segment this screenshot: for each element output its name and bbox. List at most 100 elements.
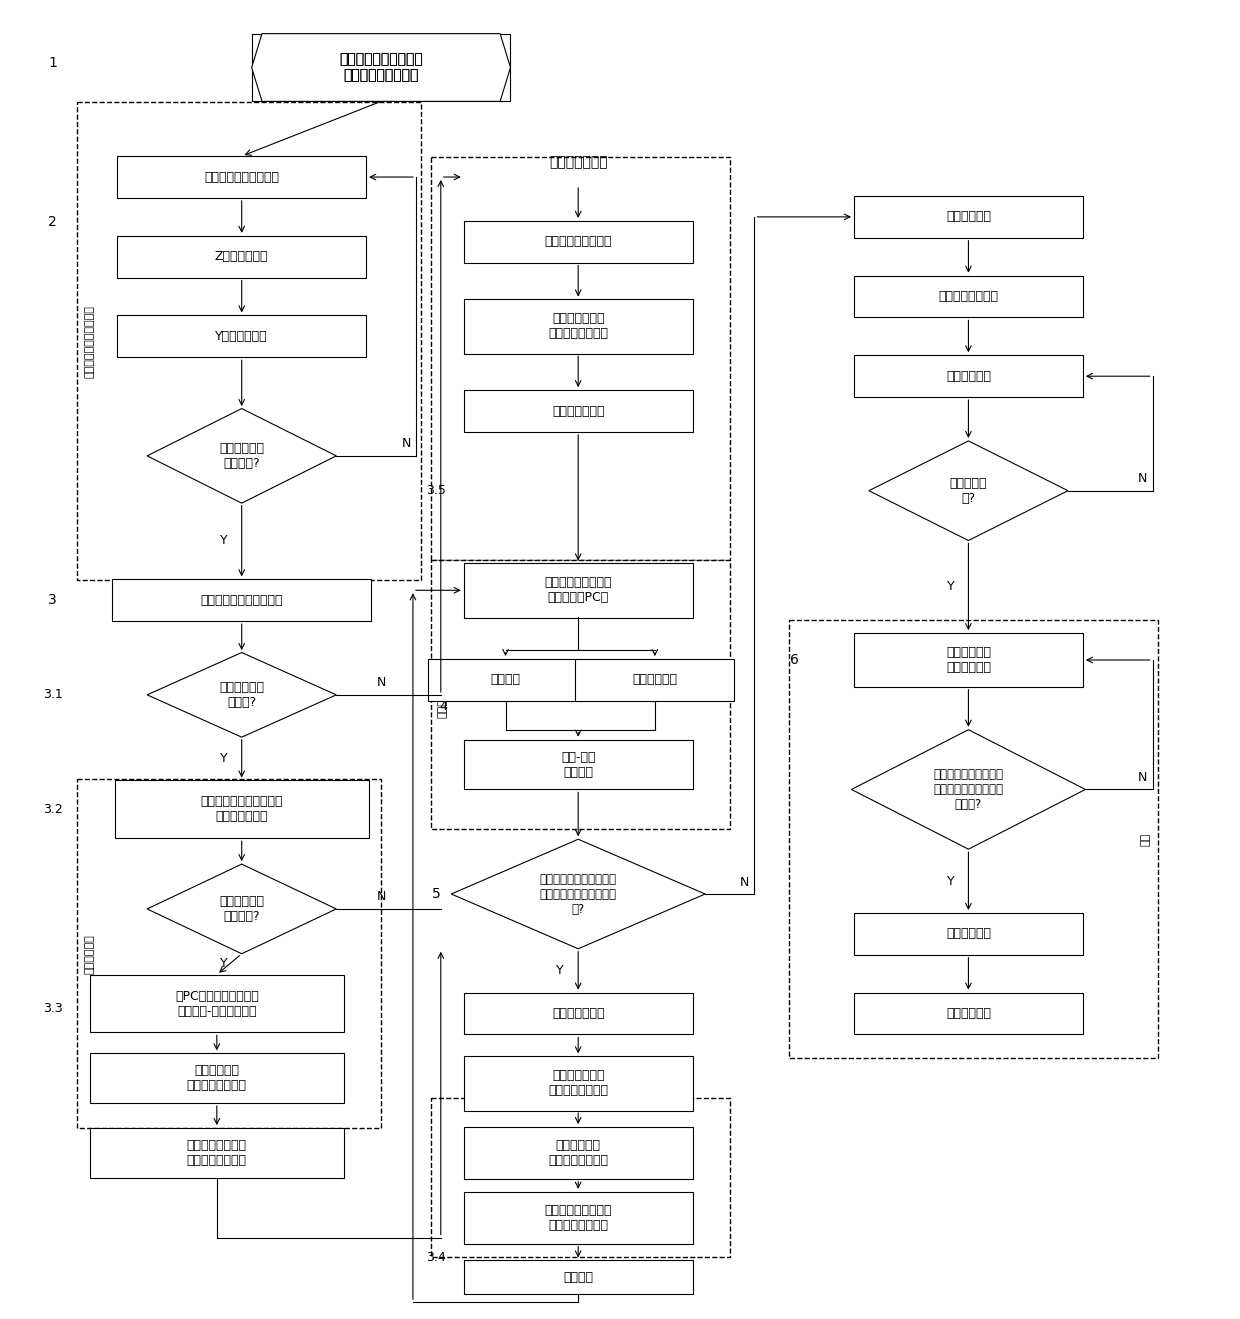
- Polygon shape: [852, 729, 1085, 849]
- Text: 高速摄像机启动
捕捉分离过程图像: 高速摄像机启动 捕捉分离过程图像: [548, 1070, 608, 1097]
- FancyBboxPatch shape: [854, 276, 1083, 318]
- Text: 开始机械式分离: 开始机械式分离: [552, 1006, 604, 1020]
- Text: 接通电磁式分离接口: 接通电磁式分离接口: [544, 235, 611, 248]
- Text: 最终结果显示: 最终结果显示: [946, 369, 991, 383]
- Text: 复位: 复位: [1141, 832, 1151, 845]
- Text: Y方向位置调整: Y方向位置调整: [216, 330, 268, 343]
- FancyBboxPatch shape: [464, 993, 693, 1034]
- Text: 装夹和光学成像系统调整: 装夹和光学成像系统调整: [84, 305, 94, 377]
- Text: 启动复位程
序?: 启动复位程 序?: [950, 476, 987, 505]
- Text: 拉力角度调整: 拉力角度调整: [84, 934, 94, 973]
- Text: 启动机械式分
离模式?: 启动机械式分 离模式?: [219, 681, 264, 708]
- Text: 启动测试主程序准备分离: 启动测试主程序准备分离: [201, 594, 283, 607]
- FancyBboxPatch shape: [854, 913, 1083, 955]
- FancyBboxPatch shape: [115, 781, 368, 839]
- FancyBboxPatch shape: [464, 1055, 693, 1111]
- Text: 3: 3: [48, 594, 57, 607]
- Text: 图像处理: 图像处理: [491, 674, 521, 686]
- Text: 步进电机停止: 步进电机停止: [946, 927, 991, 940]
- FancyBboxPatch shape: [77, 780, 381, 1128]
- Text: Y: Y: [219, 534, 228, 547]
- Text: N: N: [377, 890, 386, 904]
- Text: 3.2: 3.2: [42, 803, 62, 816]
- Text: 1: 1: [48, 55, 57, 70]
- Text: 需要进行拉力
角度调整?: 需要进行拉力 角度调整?: [219, 896, 264, 923]
- FancyBboxPatch shape: [464, 220, 693, 262]
- Text: 运行停止程序: 运行停止程序: [946, 210, 991, 223]
- FancyBboxPatch shape: [854, 633, 1083, 687]
- Text: Y: Y: [946, 874, 955, 888]
- FancyBboxPatch shape: [464, 1261, 693, 1294]
- FancyBboxPatch shape: [89, 975, 343, 1033]
- Text: 4: 4: [440, 700, 448, 714]
- FancyBboxPatch shape: [89, 1054, 343, 1103]
- Text: 3.5: 3.5: [425, 484, 445, 497]
- FancyBboxPatch shape: [77, 103, 420, 580]
- Text: 拉力测试: 拉力测试: [563, 1272, 593, 1283]
- Text: 6: 6: [790, 653, 799, 667]
- Text: 光学成像系统
调节完毕?: 光学成像系统 调节完毕?: [219, 442, 264, 470]
- Text: Z方向位置调整: Z方向位置调整: [215, 251, 268, 264]
- Text: Y: Y: [946, 580, 955, 592]
- Text: N: N: [1138, 472, 1147, 485]
- FancyBboxPatch shape: [430, 561, 729, 830]
- Text: N: N: [402, 438, 410, 450]
- Text: Y: Y: [219, 958, 228, 971]
- Text: 可编程逻辑控制器接收
到立式丝杠侧接近开关
的信号?: 可编程逻辑控制器接收 到立式丝杠侧接近开关 的信号?: [934, 768, 1003, 811]
- FancyBboxPatch shape: [789, 620, 1158, 1058]
- FancyBboxPatch shape: [464, 740, 693, 790]
- Polygon shape: [148, 864, 336, 954]
- Polygon shape: [252, 34, 511, 102]
- Text: 3.4: 3.4: [427, 1250, 445, 1264]
- Text: N: N: [377, 677, 386, 690]
- FancyBboxPatch shape: [118, 156, 366, 198]
- Text: 伺服电机启动
拉力装置开始工作: 伺服电机启动 拉力装置开始工作: [548, 1138, 608, 1167]
- Text: 装夹分离脱落电连接器: 装夹分离脱落电连接器: [205, 170, 279, 183]
- Text: 位移-时间
速度计算: 位移-时间 速度计算: [560, 751, 595, 778]
- Text: 将分离脱落电连接器扣环
与拉力单元相连: 将分离脱落电连接器扣环 与拉力单元相连: [201, 795, 283, 823]
- FancyBboxPatch shape: [854, 993, 1083, 1034]
- Text: 分离脱落电连接器分离
性能测试系统初始化: 分离脱落电连接器分离 性能测试系统初始化: [340, 53, 423, 83]
- FancyBboxPatch shape: [464, 1192, 693, 1244]
- Text: 可编程逻辑控制器接收到
机身导轨侧接近开关的信
号?: 可编程逻辑控制器接收到 机身导轨侧接近开关的信 号?: [539, 872, 616, 915]
- Polygon shape: [148, 409, 336, 503]
- Text: 执行机构停止工作: 执行机构停止工作: [939, 290, 998, 303]
- FancyBboxPatch shape: [430, 157, 729, 561]
- Text: 2: 2: [48, 215, 57, 230]
- Text: 步进电机启动
丝杠滑块开始运动: 步进电机启动 丝杠滑块开始运动: [187, 1064, 247, 1092]
- Text: Y: Y: [557, 964, 564, 977]
- FancyBboxPatch shape: [464, 390, 693, 431]
- FancyBboxPatch shape: [113, 579, 371, 621]
- FancyBboxPatch shape: [430, 1099, 729, 1257]
- Text: 开始电磁式分离: 开始电磁式分离: [552, 405, 604, 418]
- FancyBboxPatch shape: [118, 236, 366, 277]
- Text: 高速摄像机启动
捕捉分离过程图像: 高速摄像机启动 捕捉分离过程图像: [548, 313, 608, 340]
- Text: N: N: [1138, 772, 1147, 783]
- FancyBboxPatch shape: [464, 299, 693, 353]
- Polygon shape: [451, 839, 706, 948]
- Text: 在PC机上输入角度大小
运行角度-步距换算程序: 在PC机上输入角度大小 运行角度-步距换算程序: [175, 989, 259, 1017]
- Text: 3.1: 3.1: [42, 689, 62, 702]
- Text: 3.3: 3.3: [42, 1002, 62, 1016]
- Text: 图像采集卡采集数据
数据传输给PC机: 图像采集卡采集数据 数据传输给PC机: [544, 576, 611, 604]
- Text: 图像实时显示: 图像实时显示: [632, 674, 677, 686]
- Text: 拉力角度调整完成
步进电机停止工作: 拉力角度调整完成 步进电机停止工作: [187, 1138, 247, 1167]
- Polygon shape: [148, 653, 336, 737]
- FancyBboxPatch shape: [854, 197, 1083, 237]
- Text: N: N: [740, 876, 749, 889]
- Polygon shape: [869, 441, 1068, 541]
- FancyBboxPatch shape: [575, 660, 734, 700]
- Text: 图像处理和计算: 图像处理和计算: [438, 671, 448, 718]
- Text: 系统复位结束: 系统复位结束: [946, 1006, 991, 1020]
- FancyBboxPatch shape: [464, 563, 693, 617]
- FancyBboxPatch shape: [89, 1128, 343, 1178]
- Text: Y: Y: [219, 752, 228, 765]
- FancyBboxPatch shape: [118, 315, 366, 357]
- FancyBboxPatch shape: [464, 1126, 693, 1179]
- Text: 电磁式分离流程: 电磁式分离流程: [549, 156, 608, 169]
- Text: 高精度力传感器测力
同时变送拉力信号: 高精度力传感器测力 同时变送拉力信号: [544, 1204, 611, 1232]
- Text: 分离脱落电连接器分离
性能测试系统初始化: 分离脱落电连接器分离 性能测试系统初始化: [340, 53, 423, 83]
- Text: 5: 5: [432, 886, 440, 901]
- FancyBboxPatch shape: [854, 355, 1083, 397]
- FancyBboxPatch shape: [252, 34, 511, 102]
